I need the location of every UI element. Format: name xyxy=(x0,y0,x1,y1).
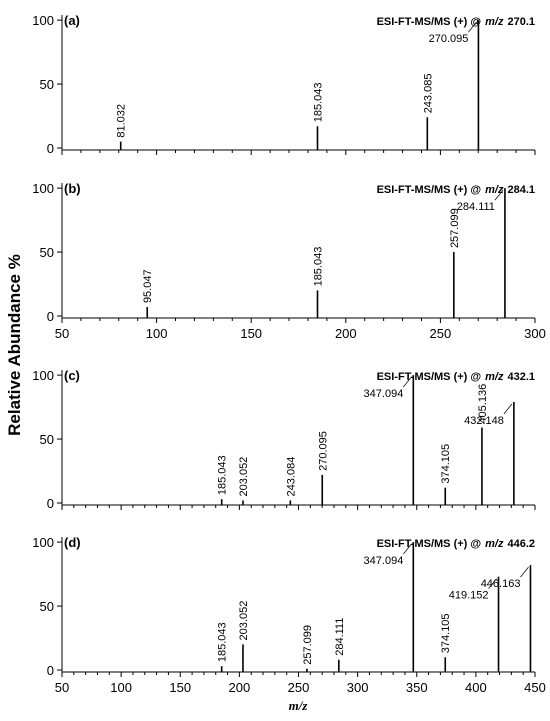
leader xyxy=(403,543,412,555)
title-value: 446.2 xyxy=(507,538,535,550)
peak-label: 446.163 xyxy=(481,578,521,590)
leader xyxy=(503,403,513,415)
peak-label: 270.095 xyxy=(429,33,469,45)
peak-label: 432.148 xyxy=(464,415,504,427)
panel-label: (c) xyxy=(64,368,80,383)
title-value: 432.1 xyxy=(507,371,535,383)
panel-title: ESI-FT-MS/MS (+) @ m/z 284.1 xyxy=(377,184,535,196)
peak-label: 257.099 xyxy=(302,625,314,665)
title-italic: m/z xyxy=(485,16,504,28)
panel-title: ESI-FT-MS/MS (+) @ m/z 432.1 xyxy=(377,371,535,383)
peak-label: 203.052 xyxy=(238,601,250,641)
x-tick-label: 200 xyxy=(335,326,357,341)
title-italic: m/z xyxy=(485,538,504,550)
peak-label: 243.085 xyxy=(422,74,434,114)
peak-label: 95.047 xyxy=(142,269,154,303)
y-tick-label: 0 xyxy=(47,663,54,678)
x-tick-label: 150 xyxy=(169,680,191,695)
peak-label: 419.152 xyxy=(449,590,489,602)
peak-label: 374.105 xyxy=(440,613,452,653)
title-text: ESI-FT-MS/MS (+) @ xyxy=(377,184,482,196)
y-tick-label: 50 xyxy=(40,245,54,260)
peak-label: 284.111 xyxy=(457,201,495,213)
panel-label: (d) xyxy=(64,535,81,550)
peak-label: 374.105 xyxy=(440,444,452,484)
title-text: ESI-FT-MS/MS (+) @ xyxy=(377,371,482,383)
x-tick-label: 300 xyxy=(347,680,369,695)
x-tick-label: 300 xyxy=(524,326,546,341)
y-tick-label: 100 xyxy=(32,13,54,28)
leader xyxy=(403,376,412,388)
y-tick-label: 0 xyxy=(47,141,54,156)
peak-label: 185.043 xyxy=(217,455,229,495)
y-tick-label: 100 xyxy=(32,181,54,196)
peak-label: 185.043 xyxy=(313,82,325,122)
peak-label: 270.095 xyxy=(317,431,329,471)
title-value: 284.1 xyxy=(507,184,535,196)
y-tick-label: 0 xyxy=(47,496,54,511)
x-tick-label: 50 xyxy=(55,326,69,341)
y-tick-label: 50 xyxy=(40,432,54,447)
peak-label: 347.094 xyxy=(364,555,404,567)
x-tick-label: 200 xyxy=(229,680,251,695)
peak-label: 257.099 xyxy=(449,208,461,248)
x-tick-label: 50 xyxy=(55,680,69,695)
title-value: 270.1 xyxy=(507,16,535,28)
panel-label: (b) xyxy=(64,181,81,196)
x-axis-label: m/z xyxy=(289,698,309,713)
peak-label: 405.136 xyxy=(477,384,489,424)
title-italic: m/z xyxy=(485,184,504,196)
leader xyxy=(488,578,497,589)
panel-label: (a) xyxy=(64,13,80,28)
panel-title: ESI-FT-MS/MS (+) @ m/z 270.1 xyxy=(377,16,535,28)
peak-label: 243.084 xyxy=(285,457,297,497)
x-tick-label: 400 xyxy=(465,680,487,695)
panel-title: ESI-FT-MS/MS (+) @ m/z 446.2 xyxy=(377,538,535,550)
leader xyxy=(520,566,529,578)
leader xyxy=(494,189,504,201)
x-tick-label: 250 xyxy=(430,326,452,341)
title-italic: m/z xyxy=(485,371,504,383)
x-tick-label: 100 xyxy=(146,326,168,341)
title-text: ESI-FT-MS/MS (+) @ xyxy=(377,16,482,28)
y-tick-label: 50 xyxy=(40,77,54,92)
x-tick-label: 100 xyxy=(110,680,132,695)
y-tick-label: 100 xyxy=(32,535,54,550)
y-tick-label: 50 xyxy=(40,599,54,614)
title-text: ESI-FT-MS/MS (+) @ xyxy=(377,538,482,550)
x-tick-label: 450 xyxy=(524,680,546,695)
peak-label: 284.111 xyxy=(334,618,346,656)
x-tick-label: 250 xyxy=(288,680,310,695)
peak-label: 81.032 xyxy=(116,104,128,138)
peak-label: 185.043 xyxy=(313,247,325,287)
y-tick-label: 100 xyxy=(32,368,54,383)
leader xyxy=(468,21,477,33)
x-tick-label: 150 xyxy=(240,326,262,341)
peak-label: 203.052 xyxy=(238,457,250,497)
peak-label: 185.043 xyxy=(217,622,229,662)
y-axis-label: Relative Abundance % xyxy=(5,254,24,436)
y-tick-label: 0 xyxy=(47,309,54,324)
peak-label: 347.094 xyxy=(364,388,404,400)
x-tick-label: 350 xyxy=(406,680,428,695)
